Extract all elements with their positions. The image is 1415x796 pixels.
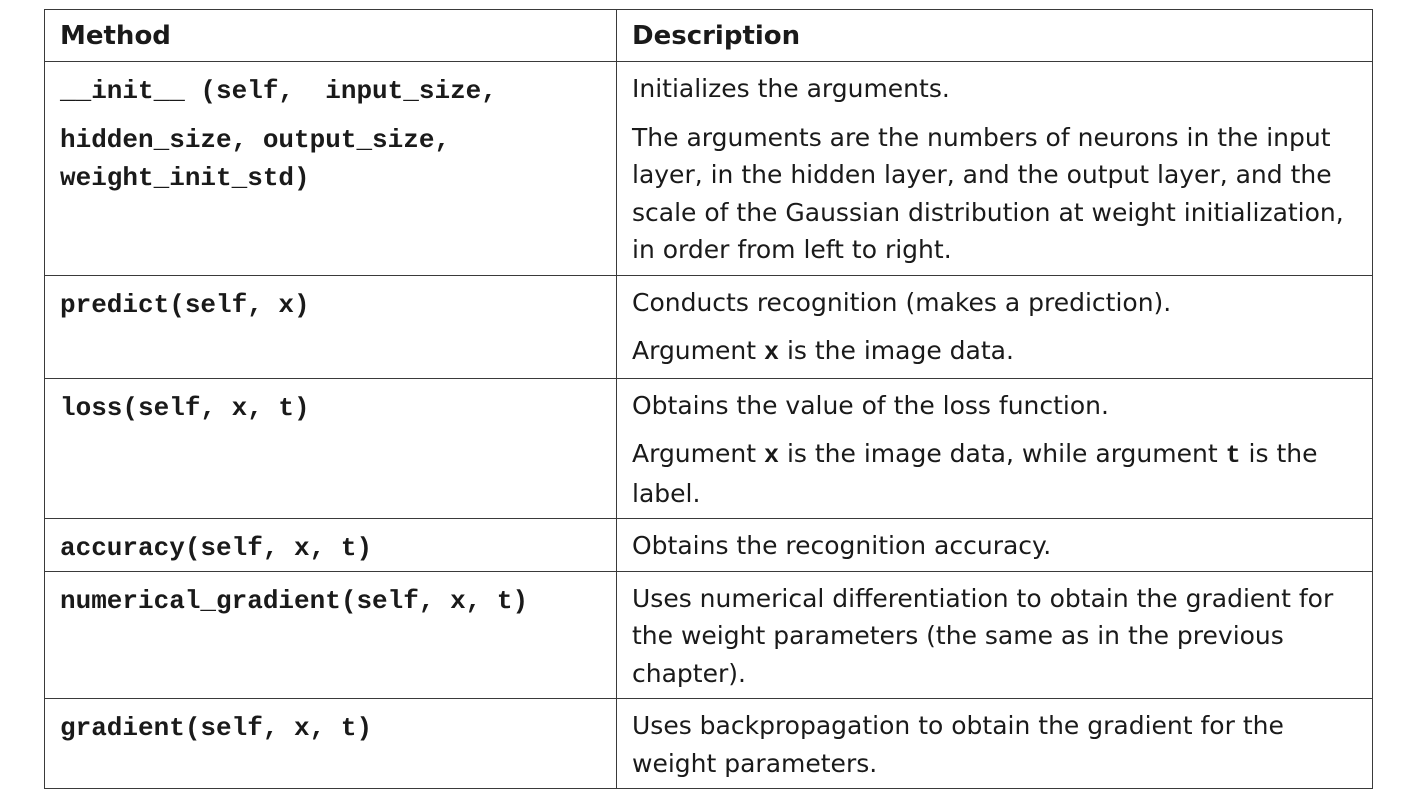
method-cell: gradient(self, x, t) — [44, 698, 617, 789]
method-cell: __init__ (self, input_size, hidden_size, … — [44, 61, 617, 276]
table-row: __init__ (self, input_size, hidden_size, … — [44, 61, 1373, 276]
inline-code: x — [763, 338, 779, 367]
description-cell: Uses numerical differentiation to obtain… — [616, 570, 1373, 699]
description-cell: Obtains the value of the loss function. … — [616, 377, 1373, 519]
description-fragment: is the image data, while argument — [779, 439, 1226, 468]
table-header-row: Method Description — [44, 9, 1373, 62]
method-cell: loss(self, x, t) — [44, 377, 617, 519]
table-row: accuracy(self, x, t) Obtains the recogni… — [44, 518, 1373, 572]
description-text: Obtains the recognition accuracy. — [632, 531, 1052, 560]
description-fragment: Argument — [632, 439, 764, 468]
description-fragment: Argument — [632, 336, 764, 365]
description-text: Argument x is the image data. — [632, 332, 1362, 372]
description-text: Argument x is the image data, while argu… — [632, 435, 1362, 512]
method-signature-line1: __init__ (self, input_size, — [60, 76, 497, 106]
methods-table: Method Description __init__ (self, input… — [44, 9, 1373, 789]
description-cell: Uses backpropagation to obtain the gradi… — [616, 698, 1373, 789]
description-cell: Obtains the recognition accuracy. — [616, 518, 1373, 572]
table-row: gradient(self, x, t) Uses backpropagatio… — [44, 698, 1373, 789]
description-fragment: is the image data. — [779, 336, 1014, 365]
table-row: numerical_gradient(self, x, t) Uses nume… — [44, 570, 1373, 699]
description-text: Initializes the arguments. — [632, 74, 950, 103]
method-cell: predict(self, x) — [44, 274, 617, 379]
description-text: The arguments are the numbers of neurons… — [632, 122, 1344, 265]
inline-code: x — [763, 441, 779, 470]
table-row: loss(self, x, t) Obtains the value of th… — [44, 377, 1373, 519]
inline-code: t — [1225, 441, 1241, 470]
description-text: Conducts recognition (makes a prediction… — [632, 287, 1172, 317]
header-method: Method — [44, 9, 617, 62]
method-cell: accuracy(self, x, t) — [44, 518, 617, 572]
description-fragment: is the label. — [632, 439, 1318, 508]
description-cell: Conducts recognition (makes a prediction… — [616, 274, 1373, 379]
description-text: Uses backpropagation to obtain the gradi… — [632, 711, 1284, 778]
description-cell: Initializes the arguments. The arguments… — [616, 61, 1373, 276]
description-text: Obtains the value of the loss function. — [632, 390, 1109, 420]
method-signature-line2: hidden_size, output_size, weight_init_st… — [60, 125, 451, 193]
table-row: predict(self, x) Conducts recognition (m… — [44, 274, 1373, 379]
header-description: Description — [616, 9, 1373, 62]
description-text: Uses numerical differentiation to obtain… — [632, 583, 1334, 688]
method-cell: numerical_gradient(self, x, t) — [44, 570, 617, 699]
